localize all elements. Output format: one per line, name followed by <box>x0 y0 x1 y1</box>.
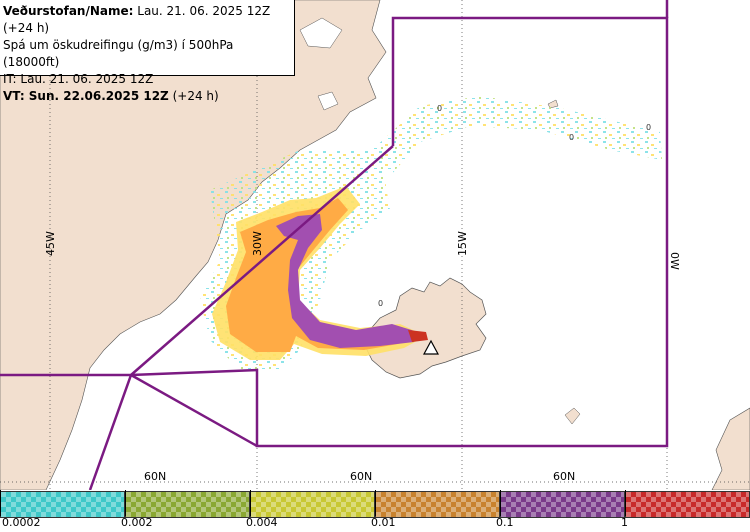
legend-tick-mark <box>0 490 1 516</box>
contour-zero-label: 0 <box>437 104 442 113</box>
legend-swatch <box>500 491 625 518</box>
ash-orange-area <box>226 198 420 352</box>
legend-tick-label: 0.0002 <box>2 516 41 529</box>
legend-tick-label: 0.01 <box>371 516 396 529</box>
legend-tick-label: 1 <box>621 516 628 529</box>
legend-tick-mark <box>500 490 501 516</box>
legend-swatch <box>625 491 750 518</box>
legend-tick-mark <box>250 490 251 516</box>
lon-label-30w: 30W <box>251 231 264 256</box>
volcano-icon <box>422 339 440 355</box>
issue-time-line: IT: Lau. 21. 06. 2025 12Z <box>3 72 154 86</box>
legend-tick-mark <box>375 490 376 516</box>
product-line: Spá um öskudreifingu (g/m3) í 500hPa (18… <box>3 38 234 69</box>
legend-tick-mark <box>625 490 626 516</box>
lat-label-60n-b: 60N <box>350 470 372 483</box>
ash-red-area <box>408 330 428 342</box>
header-name-line: Veðurstofan/Name: Lau. 21. 06. 2025 12Z … <box>3 3 292 37</box>
iceland-landmass <box>365 277 487 379</box>
contour-zero-label: 0 <box>646 123 651 132</box>
name-value: Lau. 21. 06. 2025 12Z (+24 h) <box>3 4 271 35</box>
legend-tick-label: 0.002 <box>121 516 153 529</box>
valid-time-line: VT: Sun. 22.06.2025 12Z (+24 h) <box>3 88 292 105</box>
name-label: Veðurstofan/Name: <box>3 4 134 18</box>
legend-swatch <box>125 491 250 518</box>
lon-label-15w: 15W <box>456 231 469 256</box>
forecast-info-box: Veðurstofan/Name: Lau. 21. 06. 2025 12Z … <box>0 0 295 103</box>
contour-zero-label: 0 <box>378 299 383 308</box>
legend-swatch <box>250 491 375 518</box>
lon-label-0w: 0W <box>668 252 681 270</box>
legend-tick-label: 0.1 <box>496 516 514 529</box>
contour-zero-label: 0 <box>569 133 574 142</box>
lon-label-45w: 45W <box>44 231 57 256</box>
legend-swatch <box>375 491 500 518</box>
ash-purple-area <box>276 214 418 348</box>
legend-swatch <box>0 491 125 518</box>
valid-offset: (+24 h) <box>172 89 219 103</box>
legend-tick-label: 0.004 <box>246 516 278 529</box>
valid-label: VT: Sun. 22.06.2025 12Z <box>3 89 169 103</box>
legend-tick-mark <box>125 490 126 516</box>
lat-label-60n-c: 60N <box>553 470 575 483</box>
lat-label-60n-a: 60N <box>144 470 166 483</box>
ash-forecast-map: 45W 30W 15W 0W 60N 60N 60N 0 0 0 0 <box>0 0 750 490</box>
fir-boundary <box>0 0 669 490</box>
